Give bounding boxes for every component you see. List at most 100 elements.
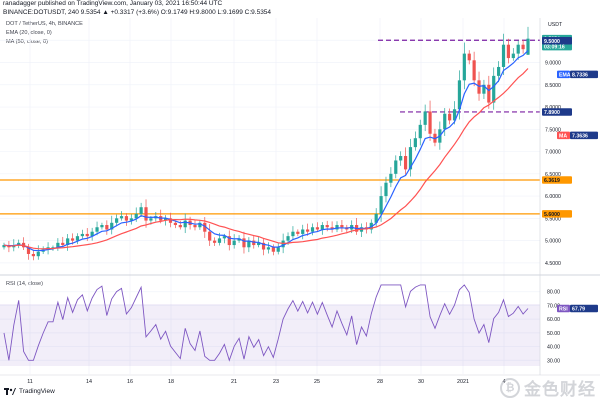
candle-body[interactable] bbox=[70, 238, 75, 241]
candle-body[interactable] bbox=[394, 160, 398, 174]
candle-body[interactable] bbox=[374, 213, 378, 223]
candle-body[interactable] bbox=[457, 80, 462, 110]
candle-body[interactable] bbox=[306, 229, 310, 232]
candle-body[interactable] bbox=[276, 247, 280, 252]
candle-body[interactable] bbox=[208, 231, 212, 241]
candle-body[interactable] bbox=[408, 147, 413, 170]
candle-body[interactable] bbox=[252, 240, 256, 246]
candle-body[interactable] bbox=[301, 229, 305, 234]
candle-body[interactable] bbox=[110, 222, 114, 230]
price-tick-label: 7.5000 bbox=[545, 127, 561, 133]
candle-body[interactable] bbox=[448, 113, 452, 121]
candle-body[interactable] bbox=[168, 218, 173, 223]
candle-body[interactable] bbox=[242, 238, 246, 248]
candle-body[interactable] bbox=[467, 53, 471, 61]
candle-body[interactable] bbox=[36, 251, 40, 257]
candle-body[interactable] bbox=[232, 240, 236, 246]
candle-body[interactable] bbox=[492, 75, 496, 103]
candle-body[interactable] bbox=[487, 84, 491, 103]
candle-body[interactable] bbox=[428, 111, 432, 134]
candle-body[interactable] bbox=[212, 240, 217, 243]
tradingview-brand[interactable]: TradingView bbox=[4, 388, 55, 395]
candle-body[interactable] bbox=[66, 238, 70, 246]
candle-body[interactable] bbox=[26, 247, 31, 254]
candle-body[interactable] bbox=[124, 216, 129, 221]
candle-body[interactable] bbox=[80, 233, 84, 237]
legend-pair[interactable]: DOT / TetherUS, 4h, BINANCE bbox=[6, 21, 83, 27]
candle-body[interactable] bbox=[217, 238, 222, 243]
candle-body[interactable] bbox=[149, 218, 153, 221]
candle-body[interactable] bbox=[501, 44, 506, 67]
candle-body[interactable] bbox=[261, 242, 266, 250]
candle-body[interactable] bbox=[75, 236, 80, 241]
candle-body[interactable] bbox=[335, 225, 339, 230]
candle-body[interactable] bbox=[506, 44, 511, 59]
candle-body[interactable] bbox=[315, 227, 320, 230]
candle-body[interactable] bbox=[266, 247, 271, 250]
legend-ema[interactable]: EMA (20, close, 0) bbox=[6, 30, 52, 36]
candle-body[interactable] bbox=[325, 225, 329, 228]
candle-body[interactable] bbox=[310, 227, 315, 232]
candle-body[interactable] bbox=[119, 216, 124, 219]
candle-body[interactable] bbox=[17, 242, 21, 246]
candle-body[interactable] bbox=[399, 156, 403, 161]
candle-body[interactable] bbox=[482, 84, 486, 94]
candle-body[interactable] bbox=[403, 156, 408, 170]
candle-body[interactable] bbox=[115, 218, 119, 223]
candle-body[interactable] bbox=[144, 207, 148, 221]
candle-body[interactable] bbox=[90, 231, 94, 237]
candle-body[interactable] bbox=[418, 124, 422, 139]
legend-ma[interactable]: MA (50, close, 0) bbox=[6, 39, 48, 45]
candle-body[interactable] bbox=[296, 231, 300, 234]
candle-body[interactable] bbox=[95, 227, 99, 232]
candle-body[interactable] bbox=[257, 242, 261, 246]
candle-body[interactable] bbox=[100, 225, 104, 228]
candle-body[interactable] bbox=[139, 207, 143, 214]
candle-body[interactable] bbox=[452, 109, 457, 121]
candle-body[interactable] bbox=[291, 231, 295, 237]
candle-body[interactable] bbox=[173, 222, 178, 226]
candle-body[interactable] bbox=[389, 173, 393, 183]
candle-body[interactable] bbox=[423, 111, 427, 125]
candle-body[interactable] bbox=[198, 222, 202, 228]
candle-body[interactable] bbox=[413, 138, 417, 148]
candle-body[interactable] bbox=[511, 53, 515, 59]
candle-body[interactable] bbox=[134, 213, 138, 219]
candle-body[interactable] bbox=[526, 38, 530, 55]
candle-body[interactable] bbox=[516, 44, 520, 54]
price-tick-label: 9.0000 bbox=[545, 61, 561, 67]
candle-body[interactable] bbox=[497, 66, 501, 76]
candle-body[interactable] bbox=[384, 182, 388, 197]
candle-body[interactable] bbox=[247, 240, 251, 248]
candle-body[interactable] bbox=[178, 225, 182, 228]
candle-body[interactable] bbox=[203, 222, 207, 232]
candle-body[interactable] bbox=[379, 196, 383, 214]
candle-body[interactable] bbox=[286, 236, 290, 241]
candle-body[interactable] bbox=[237, 238, 241, 241]
candle-body[interactable] bbox=[477, 80, 481, 94]
candle-body[interactable] bbox=[61, 242, 65, 246]
candle-body[interactable] bbox=[271, 247, 275, 252]
candle-body[interactable] bbox=[56, 242, 60, 248]
candle-body[interactable] bbox=[164, 218, 168, 221]
candle-body[interactable] bbox=[330, 227, 334, 230]
candle-body[interactable] bbox=[193, 225, 197, 228]
candle-body[interactable] bbox=[222, 236, 226, 239]
candle-body[interactable] bbox=[183, 220, 187, 228]
candle-body[interactable] bbox=[51, 247, 55, 249]
candle-body[interactable] bbox=[129, 218, 133, 221]
legend-rsi[interactable]: RSI (14, close) bbox=[6, 281, 43, 287]
candle-body[interactable] bbox=[320, 225, 324, 230]
candle-body[interactable] bbox=[340, 225, 344, 228]
candle-body[interactable] bbox=[31, 253, 35, 257]
candle-body[interactable] bbox=[105, 225, 109, 230]
candle-body[interactable] bbox=[521, 44, 525, 50]
candle-body[interactable] bbox=[443, 113, 447, 130]
candle-body[interactable] bbox=[227, 236, 231, 246]
candle-body[interactable] bbox=[85, 233, 89, 237]
candle-body[interactable] bbox=[369, 222, 373, 230]
candle-body[interactable] bbox=[2, 245, 6, 248]
candle-body[interactable] bbox=[472, 60, 476, 81]
candle-body[interactable] bbox=[462, 53, 466, 81]
